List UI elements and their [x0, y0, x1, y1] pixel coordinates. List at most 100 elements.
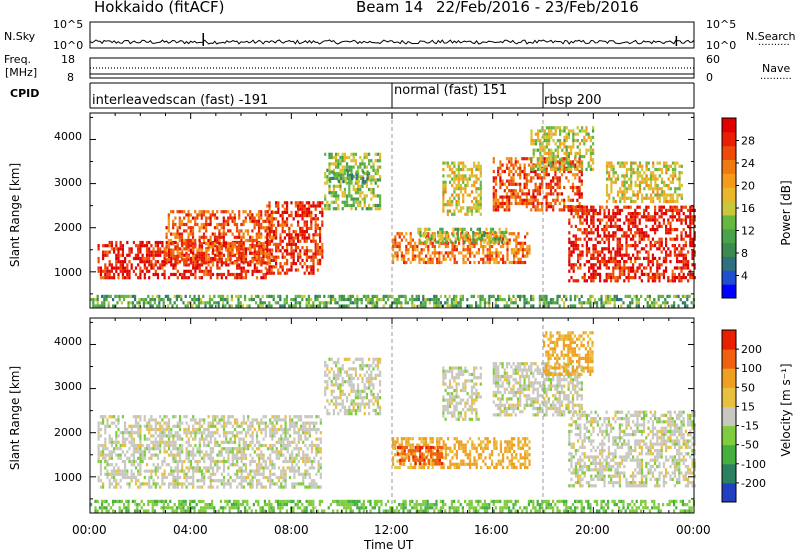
freq-unit: [MHz] — [5, 66, 38, 79]
heatmap-cell — [554, 189, 557, 193]
heatmap-cell — [577, 212, 580, 216]
heatmap-cell — [594, 228, 597, 232]
heatmap-cell — [361, 159, 364, 163]
heatmap-cell — [310, 226, 313, 230]
heatmap-cell — [292, 242, 295, 246]
heatmap-cell — [534, 148, 537, 152]
heatmap-cell — [541, 294, 544, 298]
heatmap-cell — [427, 257, 430, 261]
heatmap-cell — [419, 227, 422, 231]
heatmap-cell — [594, 263, 597, 267]
heatmap-cell — [554, 158, 557, 162]
heatmap-cell — [589, 294, 592, 298]
heatmap-cell — [545, 151, 548, 155]
heatmap-cell — [137, 247, 140, 251]
heatmap-cell — [292, 230, 295, 234]
heatmap-cell — [301, 230, 304, 234]
heatmap-cell — [294, 210, 297, 214]
heatmap-cell — [97, 431, 100, 435]
heatmap-cell — [191, 251, 195, 255]
heatmap-cell — [339, 162, 342, 166]
heatmap-cell — [660, 272, 663, 276]
heatmap-cell — [671, 171, 675, 175]
heatmap-cell — [607, 208, 610, 212]
heatmap-cell — [623, 272, 626, 276]
heatmap-cell — [473, 232, 476, 236]
heatmap-cell — [324, 181, 327, 185]
heatmap-cell — [468, 167, 471, 172]
heatmap-cell — [337, 194, 340, 198]
heatmap-cell — [361, 175, 364, 179]
heatmap-cell — [216, 251, 219, 255]
heatmap-cell — [351, 301, 354, 305]
heatmap-cell — [503, 240, 506, 244]
heatmap-cell — [645, 234, 648, 238]
heatmap-cell — [260, 256, 263, 261]
heatmap-cell — [250, 298, 253, 302]
heatmap-cell — [532, 189, 535, 193]
heatmap-cell — [154, 424, 157, 428]
heatmap-cell — [497, 205, 500, 209]
heatmap-cell — [209, 266, 212, 270]
heatmap-cell — [451, 212, 454, 216]
heatmap-cell — [124, 469, 127, 473]
heatmap-cell — [128, 459, 131, 464]
heatmap-cell — [524, 235, 527, 239]
heatmap-cell — [183, 253, 186, 257]
heatmap-cell — [253, 266, 256, 270]
heatmap-cell — [334, 298, 337, 302]
heatmap-cell — [482, 257, 485, 261]
heatmap-cell — [583, 139, 586, 143]
heatmap-cell — [275, 233, 278, 237]
heatmap-cell — [96, 298, 99, 302]
heatmap-cell — [161, 459, 164, 464]
heatmap-cell — [335, 207, 338, 211]
heatmap-cell — [343, 203, 346, 208]
heatmap-cell — [565, 158, 568, 162]
heatmap-cell — [676, 218, 679, 222]
heatmap-cell — [603, 256, 606, 260]
heatmap-cell — [607, 272, 610, 276]
heatmap-cell — [499, 251, 502, 255]
heatmap-cell — [521, 189, 524, 193]
heatmap-cell — [361, 168, 364, 172]
heatmap-cell — [297, 255, 300, 259]
heatmap-cell — [466, 257, 469, 261]
heatmap-cell — [253, 226, 256, 230]
heatmap-cell — [459, 161, 463, 165]
heatmap-cell — [616, 224, 619, 228]
heatmap-cell — [610, 161, 613, 165]
heatmap-cell — [470, 171, 474, 175]
heatmap-cell — [174, 235, 177, 239]
heatmap-cell — [462, 260, 465, 265]
heatmap-cell — [547, 205, 550, 209]
heatmap-cell — [330, 162, 333, 166]
heatmap-cell — [150, 244, 153, 248]
heatmap-cell — [662, 256, 665, 260]
heatmap-cell — [545, 205, 548, 209]
heatmap-cell — [319, 262, 322, 266]
heatmap-cell — [180, 258, 184, 262]
heatmap-cell — [623, 199, 626, 204]
heatmap-cell — [271, 248, 274, 252]
heatmap-cell — [219, 298, 222, 302]
heatmap-cell — [647, 205, 650, 209]
heatmap-cell — [638, 237, 641, 241]
heatmap-cell — [659, 304, 662, 308]
heatmap-cell — [640, 215, 643, 219]
heatmap-cell — [379, 200, 382, 204]
heatmap-cell — [585, 221, 588, 225]
heatmap-cell — [649, 228, 652, 232]
heatmap-cell — [216, 266, 219, 270]
heatmap-cell — [450, 240, 453, 244]
heatmap-cell — [227, 222, 230, 227]
heatmap-cell — [203, 269, 206, 273]
heatmap-cell — [312, 204, 315, 208]
heatmap-cell — [682, 228, 685, 232]
heatmap-cell — [196, 256, 199, 261]
heatmap-cell — [578, 298, 581, 302]
heatmap-cell — [264, 226, 267, 230]
heatmap-cell — [656, 272, 659, 276]
heatmap-cell — [655, 301, 658, 305]
heatmap-cell — [354, 207, 357, 211]
